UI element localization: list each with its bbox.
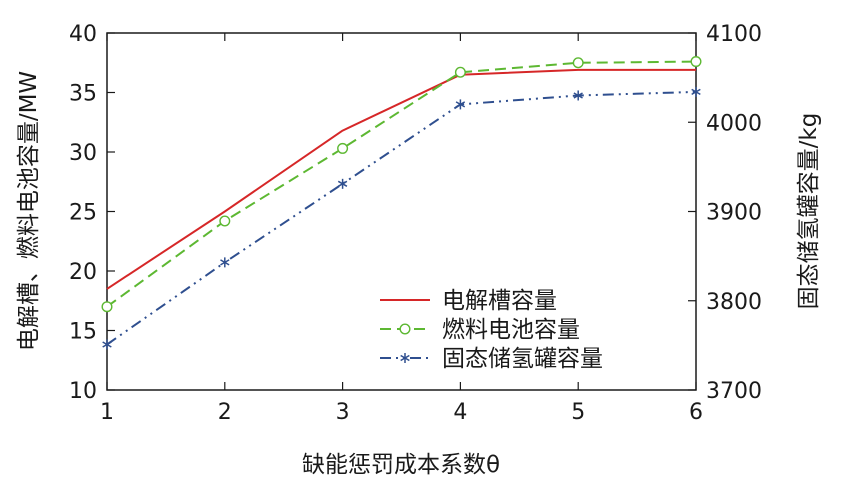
series-3 [102, 86, 701, 350]
legend-label: 电解槽容量 [442, 288, 557, 314]
data-point-marker [220, 257, 230, 268]
right-y-tick-label: 3800 [706, 290, 762, 315]
data-point-marker [400, 353, 410, 363]
series-layer [101, 56, 702, 350]
left-y-tick-label: 30 [69, 141, 97, 166]
right-axis-title: 固态储氢罐容量/kg [796, 113, 822, 310]
data-point-marker [337, 178, 348, 189]
data-point-marker [691, 86, 701, 97]
legend-item: 固态储氢罐容量 [380, 346, 603, 372]
left-y-tick-label: 25 [69, 201, 97, 226]
right-y-tick-label: 3900 [706, 201, 762, 226]
x-tick-label: 6 [689, 400, 703, 425]
left-axis-title: 电解槽、燃料电池容量/MW [16, 71, 42, 351]
x-tick-label: 3 [336, 400, 350, 425]
right-y-tick-label: 4100 [706, 22, 762, 47]
left-y-tick-label: 35 [69, 82, 97, 107]
data-point-marker [454, 66, 466, 78]
data-point-marker [101, 301, 113, 313]
plot-frame [106, 32, 697, 391]
legend-label: 燃料电池容量 [442, 317, 580, 343]
data-point-marker [102, 339, 112, 350]
legend-item: 燃料电池容量 [380, 317, 580, 343]
left-y-tick-label: 40 [69, 22, 97, 47]
data-point-marker [455, 99, 466, 110]
data-point-marker [573, 90, 583, 101]
series-line [106, 60, 697, 308]
series-2 [101, 56, 702, 313]
x-tick-label: 1 [100, 400, 114, 425]
series-1 [106, 68, 696, 290]
data-point-marker [337, 142, 349, 154]
x-tick-label: 5 [571, 400, 585, 425]
series-line [106, 90, 697, 346]
ticks: 1 2 3 4 5 6 10 15 20 25 30 35 40 3700 3800 3900 4000 4100 [69, 22, 762, 425]
data-point-marker [690, 56, 702, 68]
right-y-tick-label: 4000 [706, 111, 762, 136]
data-point-marker [399, 323, 411, 335]
data-point-marker [219, 215, 231, 227]
x-tick-label: 4 [453, 400, 467, 425]
right-y-tick-label: 3700 [706, 379, 762, 404]
x-axis-title: 缺能惩罚成本系数θ [302, 452, 500, 478]
series-line [106, 68, 696, 290]
left-y-tick-label: 20 [69, 260, 97, 285]
legend-item: 电解槽容量 [380, 288, 557, 314]
left-y-tick-label: 15 [69, 320, 97, 345]
left-y-tick-label: 10 [69, 379, 97, 404]
x-tick-label: 2 [218, 400, 232, 425]
data-point-marker [572, 57, 584, 69]
legend-label: 固态储氢罐容量 [442, 346, 603, 372]
